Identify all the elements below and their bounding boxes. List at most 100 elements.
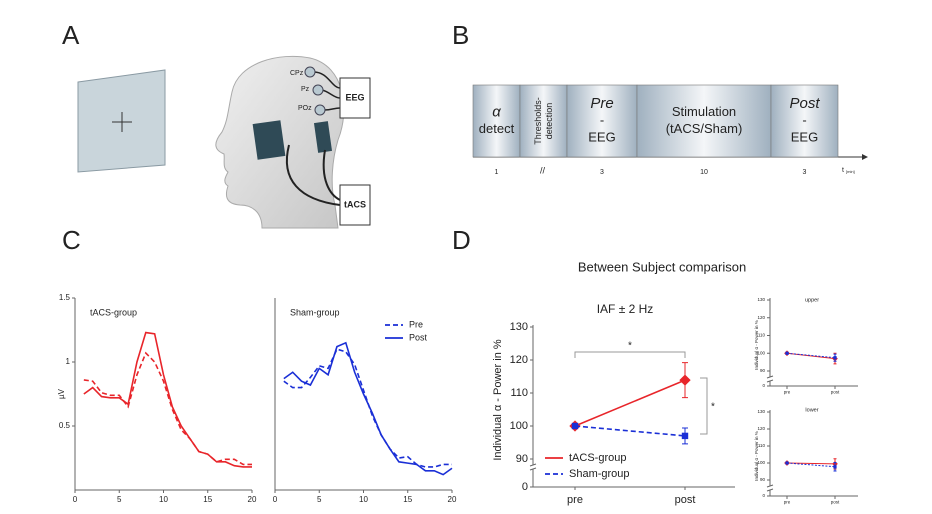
series-line xyxy=(786,462,836,468)
y-tick-label: 110 xyxy=(510,387,528,399)
wire xyxy=(321,89,341,99)
electrode xyxy=(314,104,326,116)
segment-label: detect xyxy=(479,121,515,136)
y-tick-label: 90 xyxy=(760,477,766,482)
series-line xyxy=(283,348,452,468)
y-tick-label: 120 xyxy=(510,354,528,366)
y-tick-label: 0 xyxy=(762,493,765,498)
series-line xyxy=(574,379,686,427)
duration-label: 3 xyxy=(600,169,604,176)
y-tick-label: 90 xyxy=(516,453,528,465)
segment-label: Thresholds- xyxy=(533,97,543,145)
chart: 0 90 100 110 120 130 pre post lower Individual α … xyxy=(754,407,858,505)
axis-break xyxy=(766,379,774,383)
electrode xyxy=(312,84,324,96)
y-axis-label: Individual α - Power in % xyxy=(754,431,759,481)
panel-label: C xyxy=(62,225,81,255)
timeline-segment xyxy=(519,84,568,158)
x-tick-label: 15 xyxy=(403,495,412,504)
x-tick-label: post xyxy=(675,494,696,506)
x-tick-label: post xyxy=(831,500,840,505)
axis-break xyxy=(766,488,774,492)
y-tick-label: 1.5 xyxy=(59,293,71,302)
bracket xyxy=(700,377,708,435)
axis-break xyxy=(766,375,774,379)
segment-label: α xyxy=(492,103,501,120)
time-arrow xyxy=(862,154,868,160)
y-tick-label: 120 xyxy=(757,426,765,431)
x-tick-label: 0 xyxy=(273,495,278,504)
panel-title: Between Subject comparison xyxy=(578,259,746,274)
timeline-segment xyxy=(770,84,839,158)
marker xyxy=(833,465,837,469)
x-tick-label: pre xyxy=(567,494,583,506)
chart-title: Sham-group xyxy=(290,307,340,317)
axis-label: t xyxy=(842,167,844,174)
y-tick-label: 90 xyxy=(760,368,766,373)
segment-label: - xyxy=(802,112,806,127)
x-tick-label: post xyxy=(831,390,840,395)
timeline-segment xyxy=(472,84,521,158)
electrode-label: Pz xyxy=(301,86,310,93)
series-line xyxy=(786,352,836,359)
y-axis-label: Individual α - Power in % xyxy=(492,339,504,461)
x-tick-label: 5 xyxy=(117,495,122,504)
marker xyxy=(785,461,789,465)
marker xyxy=(785,351,789,355)
chart-title: lower xyxy=(805,407,818,413)
segment-label: Stimulation xyxy=(672,104,736,119)
timeline-segment xyxy=(636,84,772,158)
electrode-pad xyxy=(252,120,286,160)
segment-label: Post xyxy=(789,95,820,112)
x-tick-label: pre xyxy=(784,500,791,505)
annotation: * xyxy=(711,402,715,413)
duration-label: 3 xyxy=(803,169,807,176)
chart-title: upper xyxy=(805,297,819,303)
chart: 0.5 1 1.5 0 5 10 15 20 tACS-group µV xyxy=(57,293,257,504)
y-tick-label: 1 xyxy=(66,357,71,366)
axis-break: // xyxy=(540,165,546,175)
axis-break xyxy=(529,463,537,467)
y-tick-label: 130 xyxy=(757,409,765,414)
wire xyxy=(313,71,341,89)
y-tick-label: 100 xyxy=(757,350,765,355)
y-tick-label: 120 xyxy=(757,315,765,320)
axis-break xyxy=(529,467,537,471)
electrode xyxy=(304,66,316,78)
chart: 0 5 10 15 20 Sham-group Pre Post xyxy=(273,298,457,504)
panel-label: A xyxy=(62,20,80,50)
legend-label: Post xyxy=(409,332,428,342)
series-line xyxy=(283,341,453,476)
eeg-label: EEG xyxy=(345,92,364,102)
x-tick-label: 15 xyxy=(203,495,212,504)
tacs-box xyxy=(339,184,371,226)
x-tick-label: 10 xyxy=(159,495,168,504)
panel-label: D xyxy=(452,225,471,255)
y-tick-label: 0 xyxy=(762,383,765,388)
chart-title: IAF ± 2 Hz xyxy=(597,302,654,316)
wire xyxy=(322,149,341,201)
series-line xyxy=(83,351,252,466)
y-tick-label: 110 xyxy=(758,443,766,448)
x-tick-label: 10 xyxy=(359,495,368,504)
y-tick-label: 100 xyxy=(510,420,528,432)
x-tick-label: pre xyxy=(784,390,791,395)
y-axis-label: µV xyxy=(57,388,66,399)
y-axis-label: Individual α - Power in % xyxy=(754,320,759,370)
electrode-label: POz xyxy=(298,105,312,112)
x-tick-label: 5 xyxy=(317,495,322,504)
marker xyxy=(571,422,579,430)
y-tick-label: 100 xyxy=(757,460,765,465)
x-tick-label: 20 xyxy=(248,495,257,504)
segment-label: - xyxy=(600,112,604,127)
segment-label: EEG xyxy=(588,129,615,144)
segment-label: detection xyxy=(544,103,554,140)
chart: 0 90 100 110 120 130 pre post upper Individual α … xyxy=(754,297,858,395)
y-tick-label: 130 xyxy=(757,297,765,302)
marker xyxy=(679,374,691,386)
wire xyxy=(323,107,341,111)
x-tick-label: 0 xyxy=(73,495,78,504)
electrode-label: CPz xyxy=(290,70,304,77)
